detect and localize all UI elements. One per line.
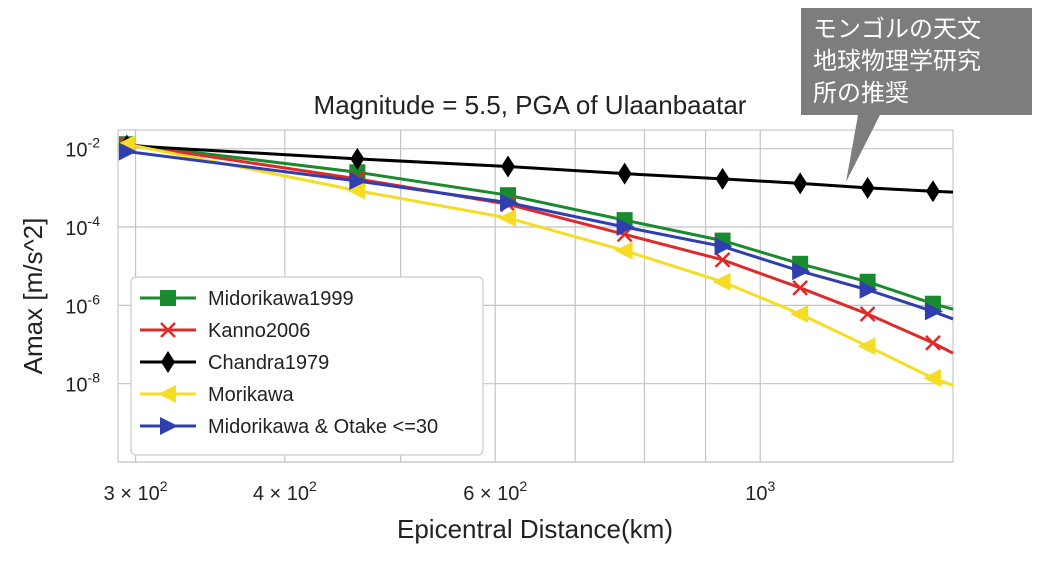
x-tick-exponent: 2 <box>160 478 168 494</box>
data-point-midorikawa-otake-30 <box>859 280 878 299</box>
x-stroke <box>925 335 941 351</box>
legend-label: Morikawa <box>208 384 294 406</box>
x-axis-label: Epicentral Distance(km) <box>397 514 673 544</box>
legend-marker <box>160 322 176 338</box>
plot-frame <box>117 129 954 463</box>
data-point-midorikawa-otake-30 <box>349 171 368 190</box>
x-tick-exponent: 3 <box>767 478 775 494</box>
legend-item-kanno2006: Kanno2006 <box>140 320 310 342</box>
data-point-morikawa <box>347 181 366 200</box>
x-stroke <box>859 306 876 322</box>
y-axis-label: Amax [m/s^2] <box>18 218 48 375</box>
data-point-midorikawa-otake-30 <box>616 218 635 237</box>
legend-item-midorikawa1999: Midorikawa1999 <box>140 288 354 310</box>
data-point-chandra1979 <box>925 180 940 203</box>
y-tick-label: 10-6 <box>65 291 100 318</box>
data-point-midorikawa-otake-30 <box>714 237 733 256</box>
data-point-chandra1979 <box>350 147 365 170</box>
y-tick-label: 10-8 <box>65 370 100 397</box>
y-tick-exponent: -6 <box>88 291 101 307</box>
legend-label: Chandra1979 <box>208 352 329 374</box>
data-point-morikawa <box>498 208 517 227</box>
data-point-chandra1979 <box>617 162 632 185</box>
x-tick-label: 4 × 102 <box>253 478 317 505</box>
data-point-morikawa <box>857 337 876 356</box>
data-point-chandra1979 <box>793 172 808 195</box>
legend-marker <box>161 351 175 373</box>
callout-box <box>801 8 1032 182</box>
legend-item-morikawa: Morikawa <box>140 384 294 406</box>
callout-line-1: モンゴルの天文 <box>813 15 981 43</box>
x-tick-label: 6 × 102 <box>463 478 527 505</box>
legend-marker <box>158 385 176 403</box>
data-point-midorikawa-otake-30 <box>500 193 519 212</box>
legend-item-midorikawa-otake-30: Midorikawa & Otake <=30 <box>140 416 438 438</box>
y-tick-labels: 10-2 10-4 10-6 10-8 <box>65 135 100 397</box>
annotation-callout: モンゴルの天文 地球物理学研究 所の推奨 <box>801 8 1032 182</box>
legend-marker <box>160 417 178 435</box>
data-point-midorikawa-otake-30 <box>118 142 137 161</box>
x-tick-labels: 3 × 102 4 × 102 6 × 102 103 <box>104 478 776 505</box>
legend-label: Kanno2006 <box>208 320 310 342</box>
data-point-midorikawa-otake-30 <box>792 262 811 281</box>
data-point-morikawa <box>922 368 941 387</box>
data-point-chandra1979 <box>860 176 875 199</box>
data-point-kanno2006 <box>714 251 731 268</box>
y-tick-exponent: -2 <box>88 135 101 151</box>
x-tick-exponent: 2 <box>519 478 527 494</box>
y-tick-label: 10-4 <box>65 213 100 240</box>
x-tick-label: 3 × 102 <box>104 478 168 505</box>
callout-line-3: 所の推奨 <box>813 79 909 107</box>
chart-title: Magnitude = 5.5, PGA of Ulaanbaatar <box>314 90 747 120</box>
legend-item-chandra1979: Chandra1979 <box>140 351 329 374</box>
data-point-chandra1979 <box>715 167 730 190</box>
data-series <box>116 134 954 387</box>
x-tick-label: 103 <box>745 478 775 505</box>
x-stroke <box>714 251 731 268</box>
data-point-kanno2006 <box>925 335 941 351</box>
data-point-morikawa <box>614 241 633 260</box>
y-tick-exponent: -4 <box>88 213 101 229</box>
x-stroke <box>792 279 809 296</box>
y-tick-label: 10-2 <box>65 135 100 162</box>
data-point-kanno2006 <box>792 279 809 296</box>
data-point-chandra1979 <box>501 155 516 178</box>
x-stroke <box>160 322 176 338</box>
data-point-kanno2006 <box>859 306 876 322</box>
legend: Midorikawa1999 Kanno2006 Chandra1979 Morika… <box>130 276 484 456</box>
legend-box <box>130 276 484 456</box>
data-point-midorikawa-otake-30 <box>924 302 943 321</box>
legend-marker <box>160 290 176 306</box>
legend-label: Midorikawa & Otake <=30 <box>208 416 438 438</box>
data-point-morikawa <box>712 272 731 291</box>
data-point-morikawa <box>790 305 809 324</box>
legend-label: Midorikawa1999 <box>208 288 354 310</box>
series-midorikawa-otake-30 <box>118 142 954 321</box>
y-tick-exponent: -8 <box>88 370 101 386</box>
callout-line-2: 地球物理学研究 <box>813 47 981 75</box>
x-tick-exponent: 2 <box>309 478 317 494</box>
